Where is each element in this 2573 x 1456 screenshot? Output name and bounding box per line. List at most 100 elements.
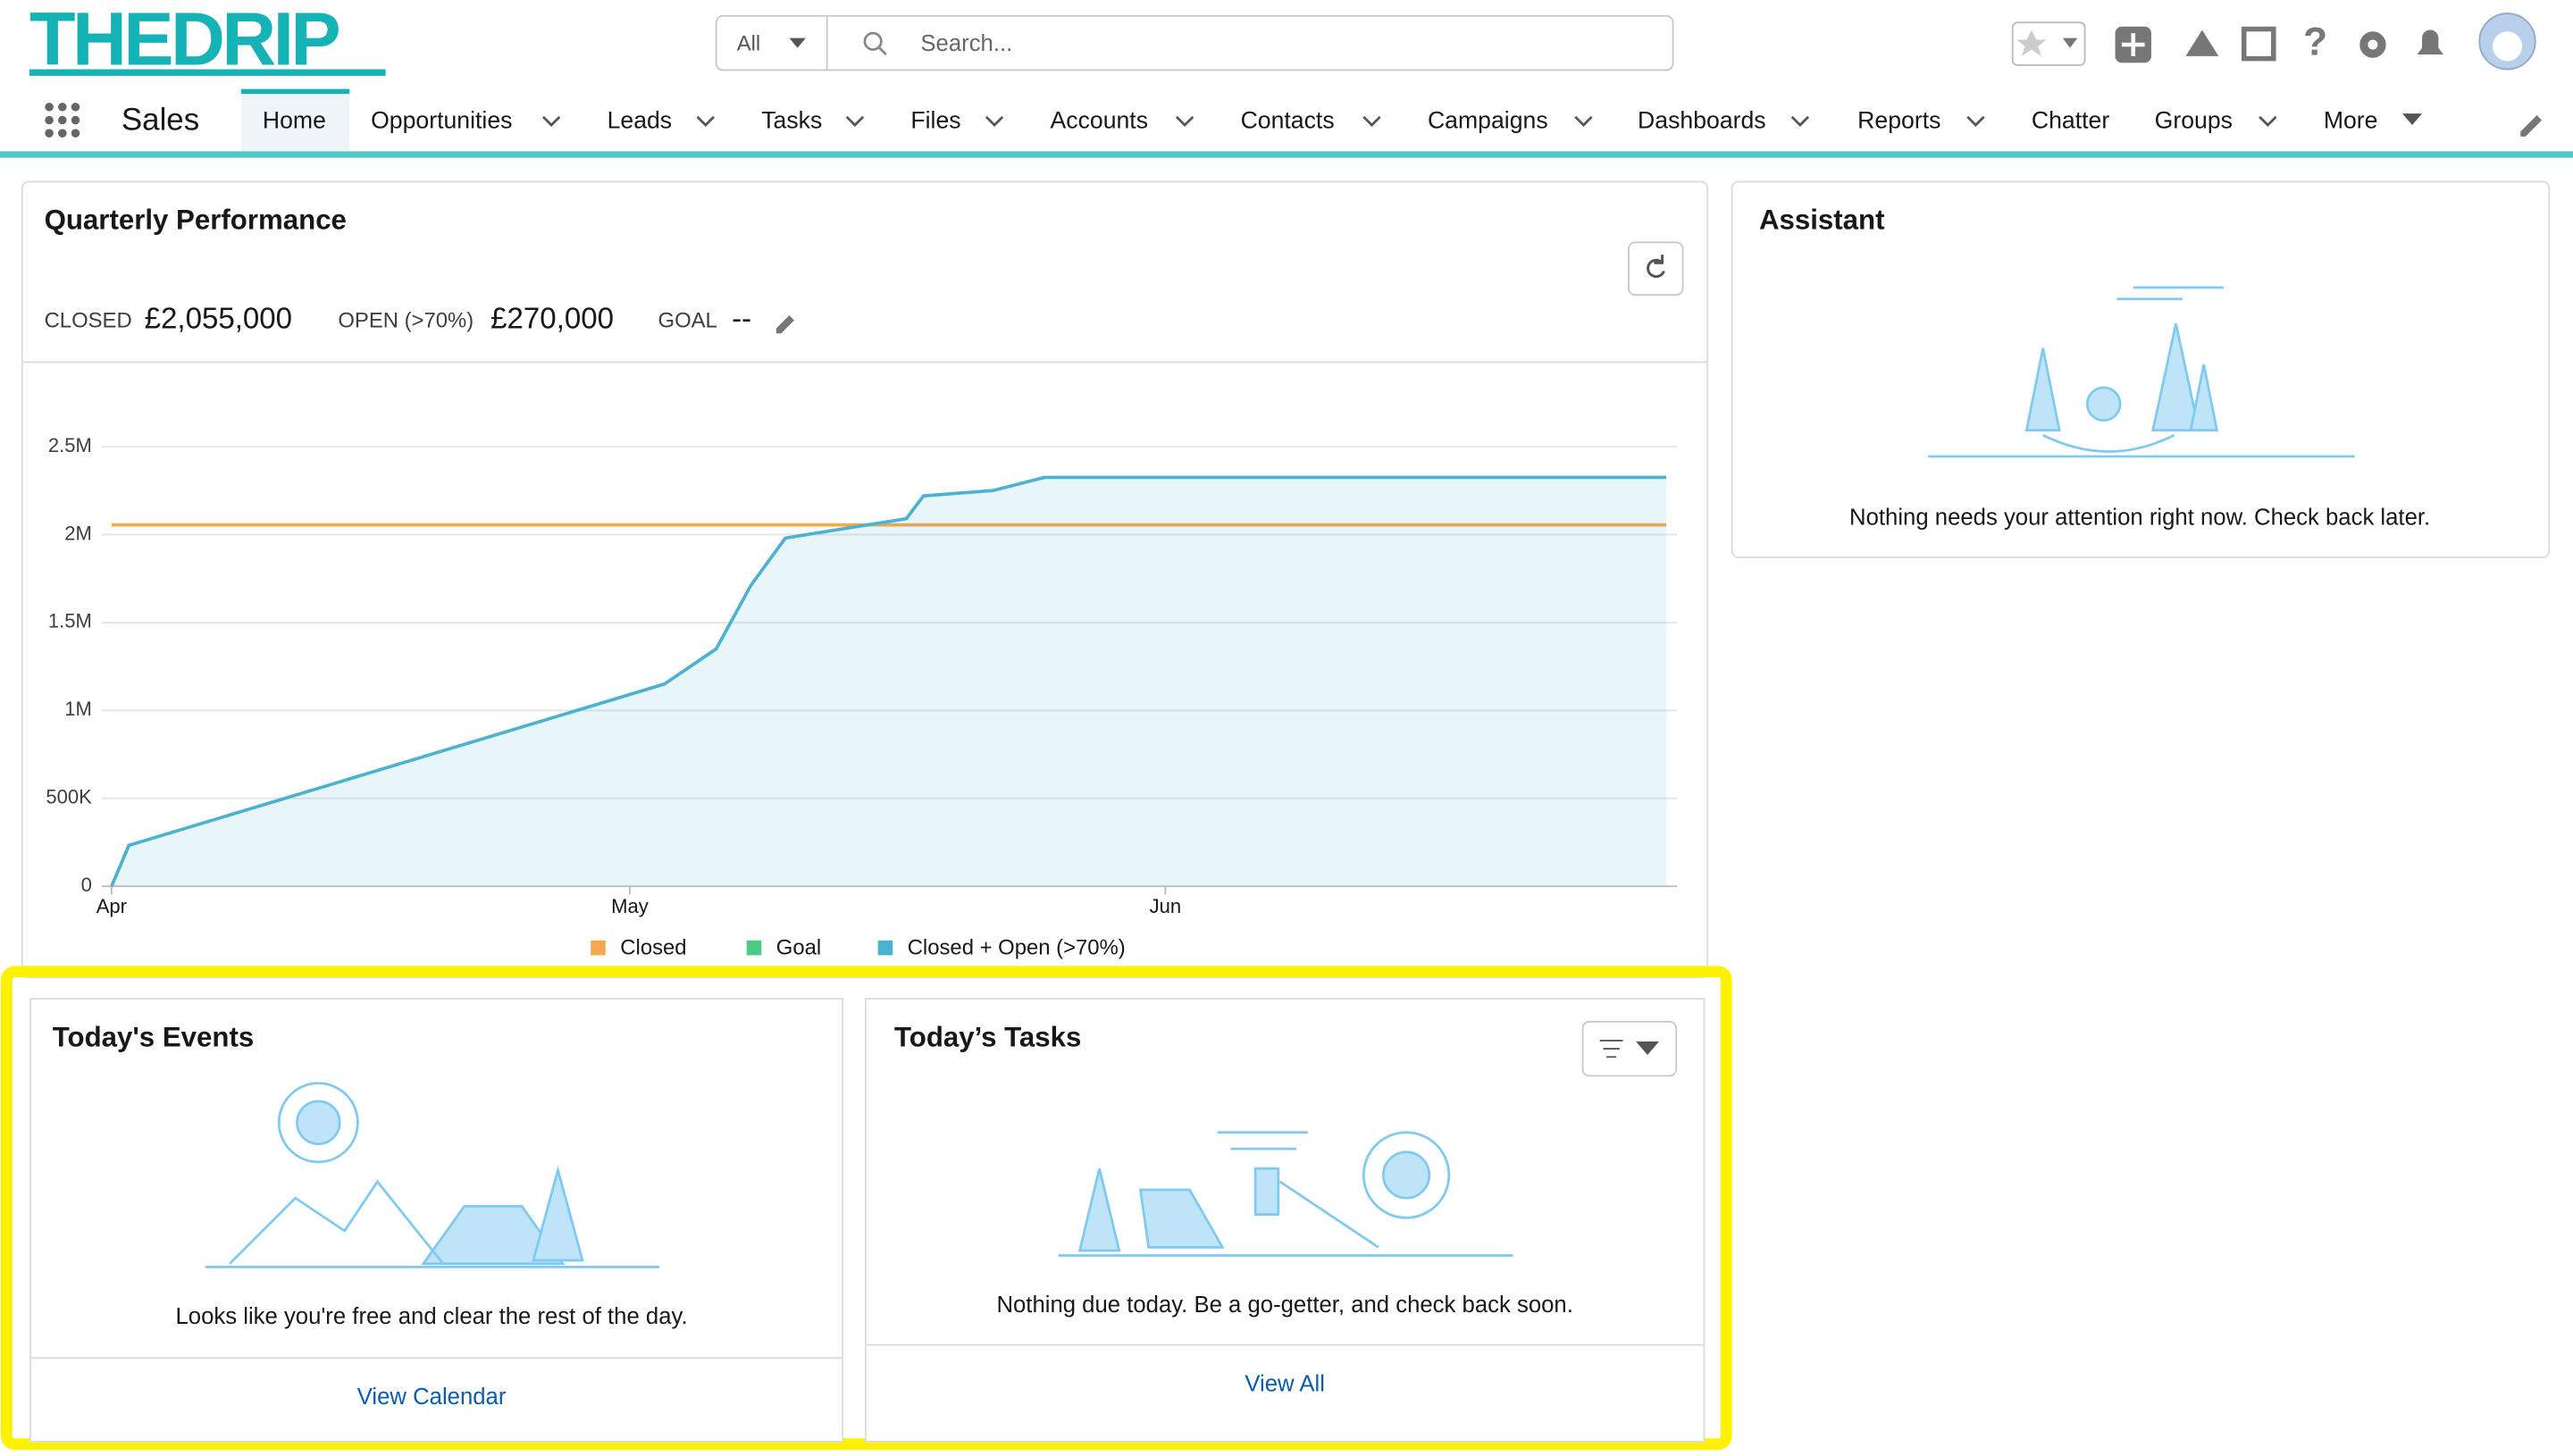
search-icon-handle — [878, 46, 887, 55]
launcher-dot — [58, 115, 67, 125]
empty-message: Nothing due today. Be a go-getter, and c… — [996, 1293, 1572, 1318]
card-title: Today’s Tasks — [894, 1021, 1081, 1052]
nav-item[interactable]: Groups — [2155, 106, 2233, 133]
nav-chevron — [1175, 115, 1194, 127]
area — [111, 477, 1667, 887]
nav-chevron — [845, 115, 865, 127]
nav-chevron — [541, 115, 561, 127]
stat-value: £2,055,000 — [145, 302, 292, 335]
nav-item[interactable]: Reports — [1857, 106, 1940, 133]
illustration — [1928, 286, 2355, 458]
nav-chevron — [2259, 115, 2277, 127]
launcher-dot — [58, 129, 67, 138]
launcher-dot — [45, 129, 54, 138]
nav-item[interactable]: Tasks — [761, 106, 822, 133]
logo-underline — [29, 69, 386, 76]
y-tick-label: 0 — [81, 874, 92, 896]
legend-label: Goal — [776, 935, 821, 959]
stat-value: £270,000 — [490, 302, 614, 335]
launcher-dot — [45, 115, 54, 125]
illustration — [1058, 1131, 1513, 1257]
nav-chevron — [696, 115, 715, 127]
nav-item[interactable]: Dashboards — [1638, 106, 1766, 133]
refresh-icon — [1647, 255, 1665, 278]
app-name: Sales — [122, 103, 199, 138]
nav-bar: Home Opportunities Leads Tasks Files Accounts… — [263, 106, 2423, 133]
nav-chevron — [1362, 115, 1381, 127]
highlight — [0, 966, 1732, 1451]
legend-swatch — [746, 940, 762, 956]
app-launcher[interactable] — [45, 103, 80, 138]
logo[interactable]: THEDRIP — [29, 0, 342, 80]
y-tick-label: 2.5M — [48, 434, 92, 456]
sort-icon — [1599, 1039, 1660, 1059]
events-card — [29, 998, 844, 1443]
x-tick-label: May — [611, 895, 649, 917]
sort-button[interactable] — [1581, 1020, 1678, 1077]
nav-item[interactable]: Home — [263, 106, 326, 133]
view-calendar-link[interactable]: View Calendar — [357, 1385, 507, 1410]
nav-item[interactable]: Leads — [608, 106, 673, 133]
nav-caret — [2401, 113, 2423, 125]
illustration — [205, 1082, 660, 1268]
x-tick-label: Apr — [96, 895, 127, 917]
help-panel-icon[interactable] — [2241, 26, 2276, 62]
stat-value: -- — [732, 302, 751, 335]
line — [110, 475, 1667, 887]
scope-caret — [789, 38, 806, 48]
legend-swatch — [591, 940, 606, 956]
trailhead-icon[interactable] — [2185, 29, 2219, 56]
assistant-card — [1731, 180, 2551, 558]
y-tick-label: 1.5M — [48, 610, 92, 632]
empty-message: Looks like you're free and clear the res… — [176, 1304, 688, 1329]
search-icon — [863, 31, 883, 51]
nav-border — [0, 151, 2573, 158]
stat-label: CLOSED — [45, 309, 132, 333]
launcher-dot — [71, 103, 80, 112]
nav-item[interactable]: Opportunities — [371, 106, 512, 133]
help-icon[interactable]: ? — [2303, 21, 2327, 64]
nav-chevron — [1966, 115, 1985, 127]
x-tick-label: Jun — [1150, 895, 1182, 917]
y-tick-label: 1M — [64, 698, 92, 720]
nav-chevron — [1574, 115, 1593, 127]
star-icon — [2016, 29, 2047, 56]
search-input[interactable]: Search... — [920, 31, 1012, 56]
view-all-link[interactable]: View All — [1245, 1371, 1325, 1396]
card-title: Quarterly Performance — [45, 205, 347, 236]
nav-chevron — [1790, 115, 1810, 127]
nav-chevron — [985, 115, 1004, 127]
edit-goal[interactable] — [775, 315, 794, 334]
y-tick-label: 500K — [46, 786, 92, 808]
nav-item[interactable]: Accounts — [1051, 106, 1149, 133]
card-title: Assistant — [1759, 205, 1885, 236]
launcher-dot — [58, 103, 67, 112]
active-tab-bar — [241, 88, 350, 95]
legend-label: Closed — [620, 935, 686, 959]
nav-item[interactable]: Chatter — [2032, 106, 2109, 133]
chart: 0 500K 1M 1.5M 2M 2.5M Apr May Jun Closed Goal Clos… — [46, 434, 1678, 959]
header-icons: ? — [2011, 13, 2536, 71]
launcher-dot — [45, 103, 54, 112]
tasks-card — [864, 998, 1706, 1443]
nav-item[interactable]: Files — [910, 106, 960, 133]
search-box[interactable] — [715, 14, 1674, 71]
card-title: Today's Events — [53, 1021, 254, 1052]
favorites-caret — [2062, 38, 2078, 48]
refresh-button[interactable] — [1628, 241, 1684, 297]
plus — [2121, 33, 2145, 56]
nav-item[interactable]: Campaigns — [1428, 106, 1548, 133]
launcher-dot — [71, 129, 80, 138]
edit-nav-icon[interactable] — [2520, 114, 2543, 137]
stat-label: GOAL — [658, 309, 717, 333]
active-tab-bg — [241, 90, 350, 152]
nav-item[interactable]: More — [2324, 106, 2378, 133]
empty-message: Nothing needs your attention right now. … — [1849, 506, 2430, 531]
scope-select[interactable]: All — [737, 31, 761, 55]
settings-hole — [2368, 39, 2378, 50]
y-tick-label: 2M — [64, 522, 92, 544]
avatar-face — [2493, 31, 2523, 62]
nav-item[interactable]: Contacts — [1241, 106, 1335, 133]
notifications-icon[interactable] — [2417, 29, 2443, 55]
